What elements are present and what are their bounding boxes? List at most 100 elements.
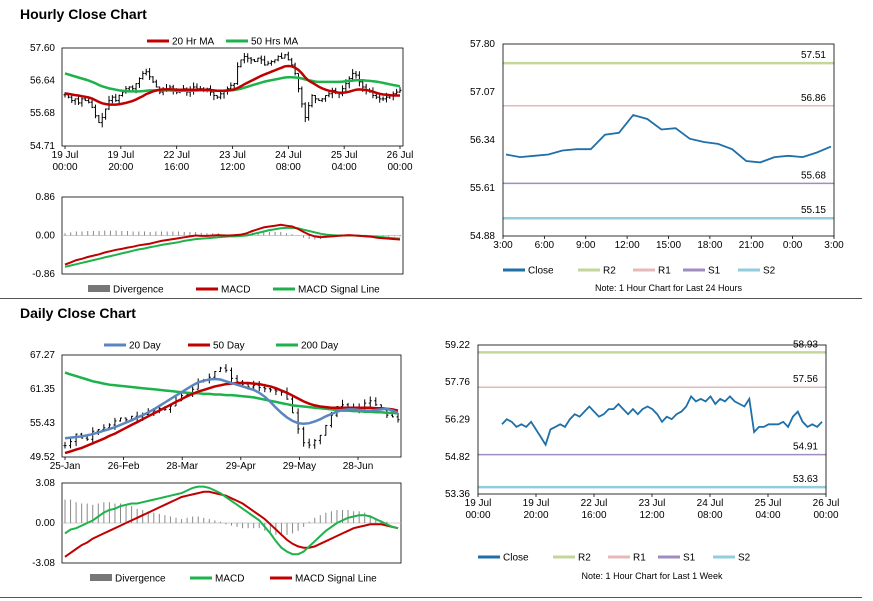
hourly-section-title: Hourly Close Chart bbox=[20, 6, 147, 22]
x-tick-label: 20:00 bbox=[108, 162, 133, 173]
y-tick-label: 59.22 bbox=[445, 340, 470, 351]
legend-r1-label: R1 bbox=[633, 553, 646, 564]
daily_macd-chart: 3.08 0.00 -3.08 Divergence MACD MACD Signal L… bbox=[32, 478, 402, 585]
close-price-line bbox=[505, 113, 832, 164]
legend-divergence-label: Divergence bbox=[113, 285, 164, 296]
x-tick-label: 12:00 bbox=[639, 510, 664, 521]
legend-50day-label: 50 Day bbox=[213, 341, 245, 352]
level-label-r1: 56.86 bbox=[801, 93, 826, 104]
x-tick-label: 12:00 bbox=[220, 162, 245, 173]
x-tick-label: 29-Apr bbox=[226, 461, 257, 472]
x-tick-label: 00:00 bbox=[813, 510, 838, 521]
x-tick-label: 16:00 bbox=[164, 162, 189, 173]
y-tick-label: 55.68 bbox=[30, 108, 55, 119]
macd-signal-line bbox=[64, 490, 399, 558]
macd-line bbox=[64, 485, 399, 556]
y-tick-label: 0.00 bbox=[36, 231, 56, 242]
close-price-line bbox=[501, 394, 823, 447]
legend-200day-label: 200 Day bbox=[301, 341, 338, 352]
y-tick-label: 67.27 bbox=[30, 350, 55, 361]
x-tick-label: 25 Jul bbox=[331, 150, 358, 161]
legend-close-label: Close bbox=[528, 266, 554, 277]
x-tick-label: 00:00 bbox=[52, 162, 77, 173]
x-tick-label: 23 Jul bbox=[219, 150, 246, 161]
x-tick-label: 3:00 bbox=[824, 240, 844, 251]
macd-signal-line bbox=[64, 226, 401, 268]
legend-s2-label: S2 bbox=[763, 266, 776, 277]
legend-macd-label: MACD bbox=[221, 285, 250, 296]
x-tick-label: 26-Feb bbox=[108, 461, 140, 472]
y-tick-label: 56.29 bbox=[445, 415, 470, 426]
legend-divergence-swatch bbox=[90, 574, 112, 581]
level-label-r2: 57.51 bbox=[801, 50, 826, 61]
hourly_close-plot-area bbox=[502, 43, 835, 237]
legend-r2-label: R2 bbox=[603, 266, 616, 277]
legend-divergence-label: Divergence bbox=[115, 574, 166, 585]
y-tick-label: 0.86 bbox=[36, 192, 56, 203]
legend-r1-label: R1 bbox=[658, 266, 671, 277]
chart-note: Note: 1 Hour Chart for Last 1 Week bbox=[582, 571, 723, 581]
y-tick-label: 53.36 bbox=[445, 489, 470, 500]
x-tick-label: 0:00 bbox=[783, 240, 803, 251]
x-tick-label: 04:00 bbox=[332, 162, 357, 173]
x-tick-label: 3:00 bbox=[493, 240, 513, 251]
x-tick-label: 24 Jul bbox=[275, 150, 302, 161]
y-tick-label: 49.52 bbox=[30, 452, 55, 463]
x-tick-label: 00:00 bbox=[387, 162, 412, 173]
section-separator bbox=[0, 298, 862, 299]
x-tick-label: 26 Jul bbox=[387, 150, 414, 161]
x-tick-label: 28-Jun bbox=[343, 461, 374, 472]
x-tick-label: 9:00 bbox=[576, 240, 596, 251]
x-tick-label: 19 Jul bbox=[465, 498, 492, 509]
y-tick-label: 55.61 bbox=[470, 183, 495, 194]
legend-20hr-ma-label: 20 Hr MA bbox=[172, 37, 215, 48]
chart-note: Note: 1 Hour Chart for Last 24 Hours bbox=[595, 283, 743, 293]
y-tick-label: -0.86 bbox=[32, 269, 55, 280]
x-tick-label: 26 Jul bbox=[813, 498, 840, 509]
legend-s1-label: S1 bbox=[683, 553, 696, 564]
x-tick-label: 15:00 bbox=[656, 240, 681, 251]
y-tick-label: 0.00 bbox=[36, 518, 56, 529]
level-label-s2: 53.63 bbox=[793, 474, 818, 485]
legend-signal-label: MACD Signal Line bbox=[295, 574, 377, 585]
x-tick-label: 28-Mar bbox=[166, 461, 198, 472]
legend-signal-label: MACD Signal Line bbox=[298, 285, 380, 296]
x-tick-label: 29-May bbox=[283, 461, 316, 472]
ma20-line bbox=[64, 377, 399, 440]
x-tick-label: 25 Jul bbox=[755, 498, 782, 509]
level-label-s2: 55.15 bbox=[801, 205, 826, 216]
daily-section-title: Daily Close Chart bbox=[20, 305, 136, 321]
legend-s1-label: S1 bbox=[708, 266, 721, 277]
x-tick-label: 19 Jul bbox=[52, 150, 79, 161]
daily_close-plot-area bbox=[477, 344, 827, 495]
legend-50hr-ma-label: 50 Hrs MA bbox=[251, 37, 299, 48]
x-tick-label: 08:00 bbox=[276, 162, 301, 173]
x-tick-label: 22 Jul bbox=[581, 498, 608, 509]
x-tick-label: 16:00 bbox=[581, 510, 606, 521]
daily_close-chart: 58.9357.5654.9153.6359.2257.7656.2954.82… bbox=[445, 339, 839, 581]
daily-price-plot-area bbox=[61, 354, 402, 458]
x-tick-label: 12:00 bbox=[615, 240, 640, 251]
y-tick-label: 57.07 bbox=[470, 87, 495, 98]
legend-close-label: Close bbox=[503, 553, 529, 564]
x-tick-label: 24 Jul bbox=[697, 498, 724, 509]
y-tick-label: 57.80 bbox=[470, 39, 495, 50]
y-tick-label: 57.60 bbox=[30, 43, 55, 54]
macd-line bbox=[64, 223, 401, 266]
hourly_macd-chart: 0.86 0.00 -0.86 Divergence MACD MACD Signal L… bbox=[32, 192, 404, 296]
bottom-separator bbox=[0, 597, 862, 598]
x-tick-label: 19 Jul bbox=[107, 150, 134, 161]
legend-s2-label: S2 bbox=[738, 553, 751, 564]
legend-20day-label: 20 Day bbox=[129, 341, 161, 352]
y-tick-label: 54.82 bbox=[445, 452, 470, 463]
level-label-s1: 55.68 bbox=[801, 170, 826, 181]
x-tick-label: 22 Jul bbox=[163, 150, 190, 161]
y-tick-label: 3.08 bbox=[36, 478, 56, 489]
y-tick-label: -3.08 bbox=[32, 558, 55, 569]
y-tick-label: 57.76 bbox=[445, 377, 470, 388]
x-tick-label: 04:00 bbox=[755, 510, 780, 521]
y-tick-label: 56.64 bbox=[30, 76, 55, 87]
